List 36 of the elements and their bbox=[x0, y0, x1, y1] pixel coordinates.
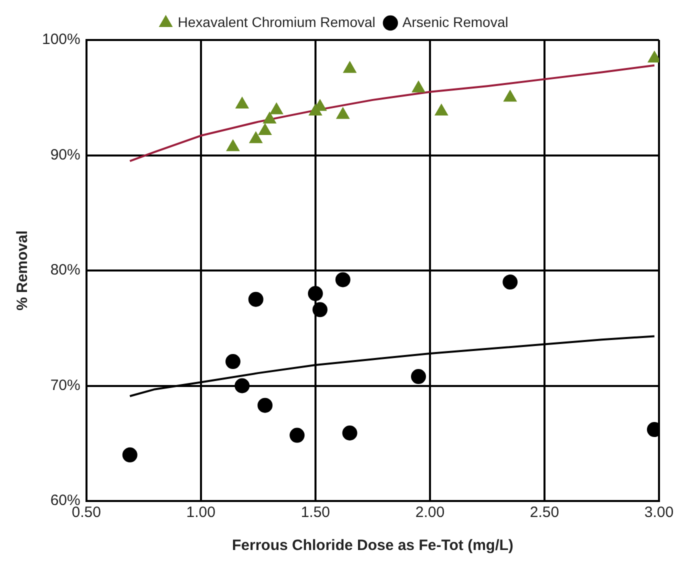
y-tick-label: 70% bbox=[50, 376, 80, 394]
point bbox=[263, 112, 276, 124]
y-tick-label: 100% bbox=[42, 31, 80, 48]
point bbox=[504, 90, 517, 102]
point bbox=[290, 428, 305, 443]
point bbox=[258, 124, 272, 136]
point bbox=[412, 80, 426, 92]
point bbox=[258, 398, 273, 413]
point bbox=[343, 61, 356, 73]
x-axis-title: Ferrous Chloride Dose as Fe-Tot (mg/L) bbox=[232, 537, 514, 554]
point bbox=[502, 274, 518, 290]
point bbox=[248, 292, 264, 307]
x-tick-label: 2.00 bbox=[415, 504, 445, 522]
point bbox=[434, 104, 448, 116]
point bbox=[236, 97, 249, 109]
point bbox=[312, 302, 328, 318]
legend-label: Arsenic Removal bbox=[402, 14, 508, 30]
y-tick-label: 80% bbox=[50, 262, 80, 279]
point bbox=[335, 272, 350, 288]
x-tick-label: 2.50 bbox=[530, 504, 560, 522]
point bbox=[234, 378, 250, 394]
x-tick-label: 3.00 bbox=[644, 504, 674, 522]
point bbox=[308, 286, 323, 302]
legend-label: Hexavalent Chromium Removal bbox=[178, 14, 376, 30]
y-tick-label: 90% bbox=[50, 146, 80, 164]
point bbox=[410, 369, 426, 384]
point bbox=[270, 102, 284, 114]
point bbox=[336, 107, 350, 119]
x-tick-label: 1.00 bbox=[186, 504, 216, 522]
x-tick-label: 1.50 bbox=[300, 504, 330, 522]
point bbox=[226, 140, 240, 152]
point bbox=[122, 447, 138, 462]
point bbox=[342, 426, 358, 441]
point bbox=[249, 132, 262, 144]
y-axis-title: % Removal bbox=[14, 230, 32, 311]
point bbox=[225, 354, 240, 370]
